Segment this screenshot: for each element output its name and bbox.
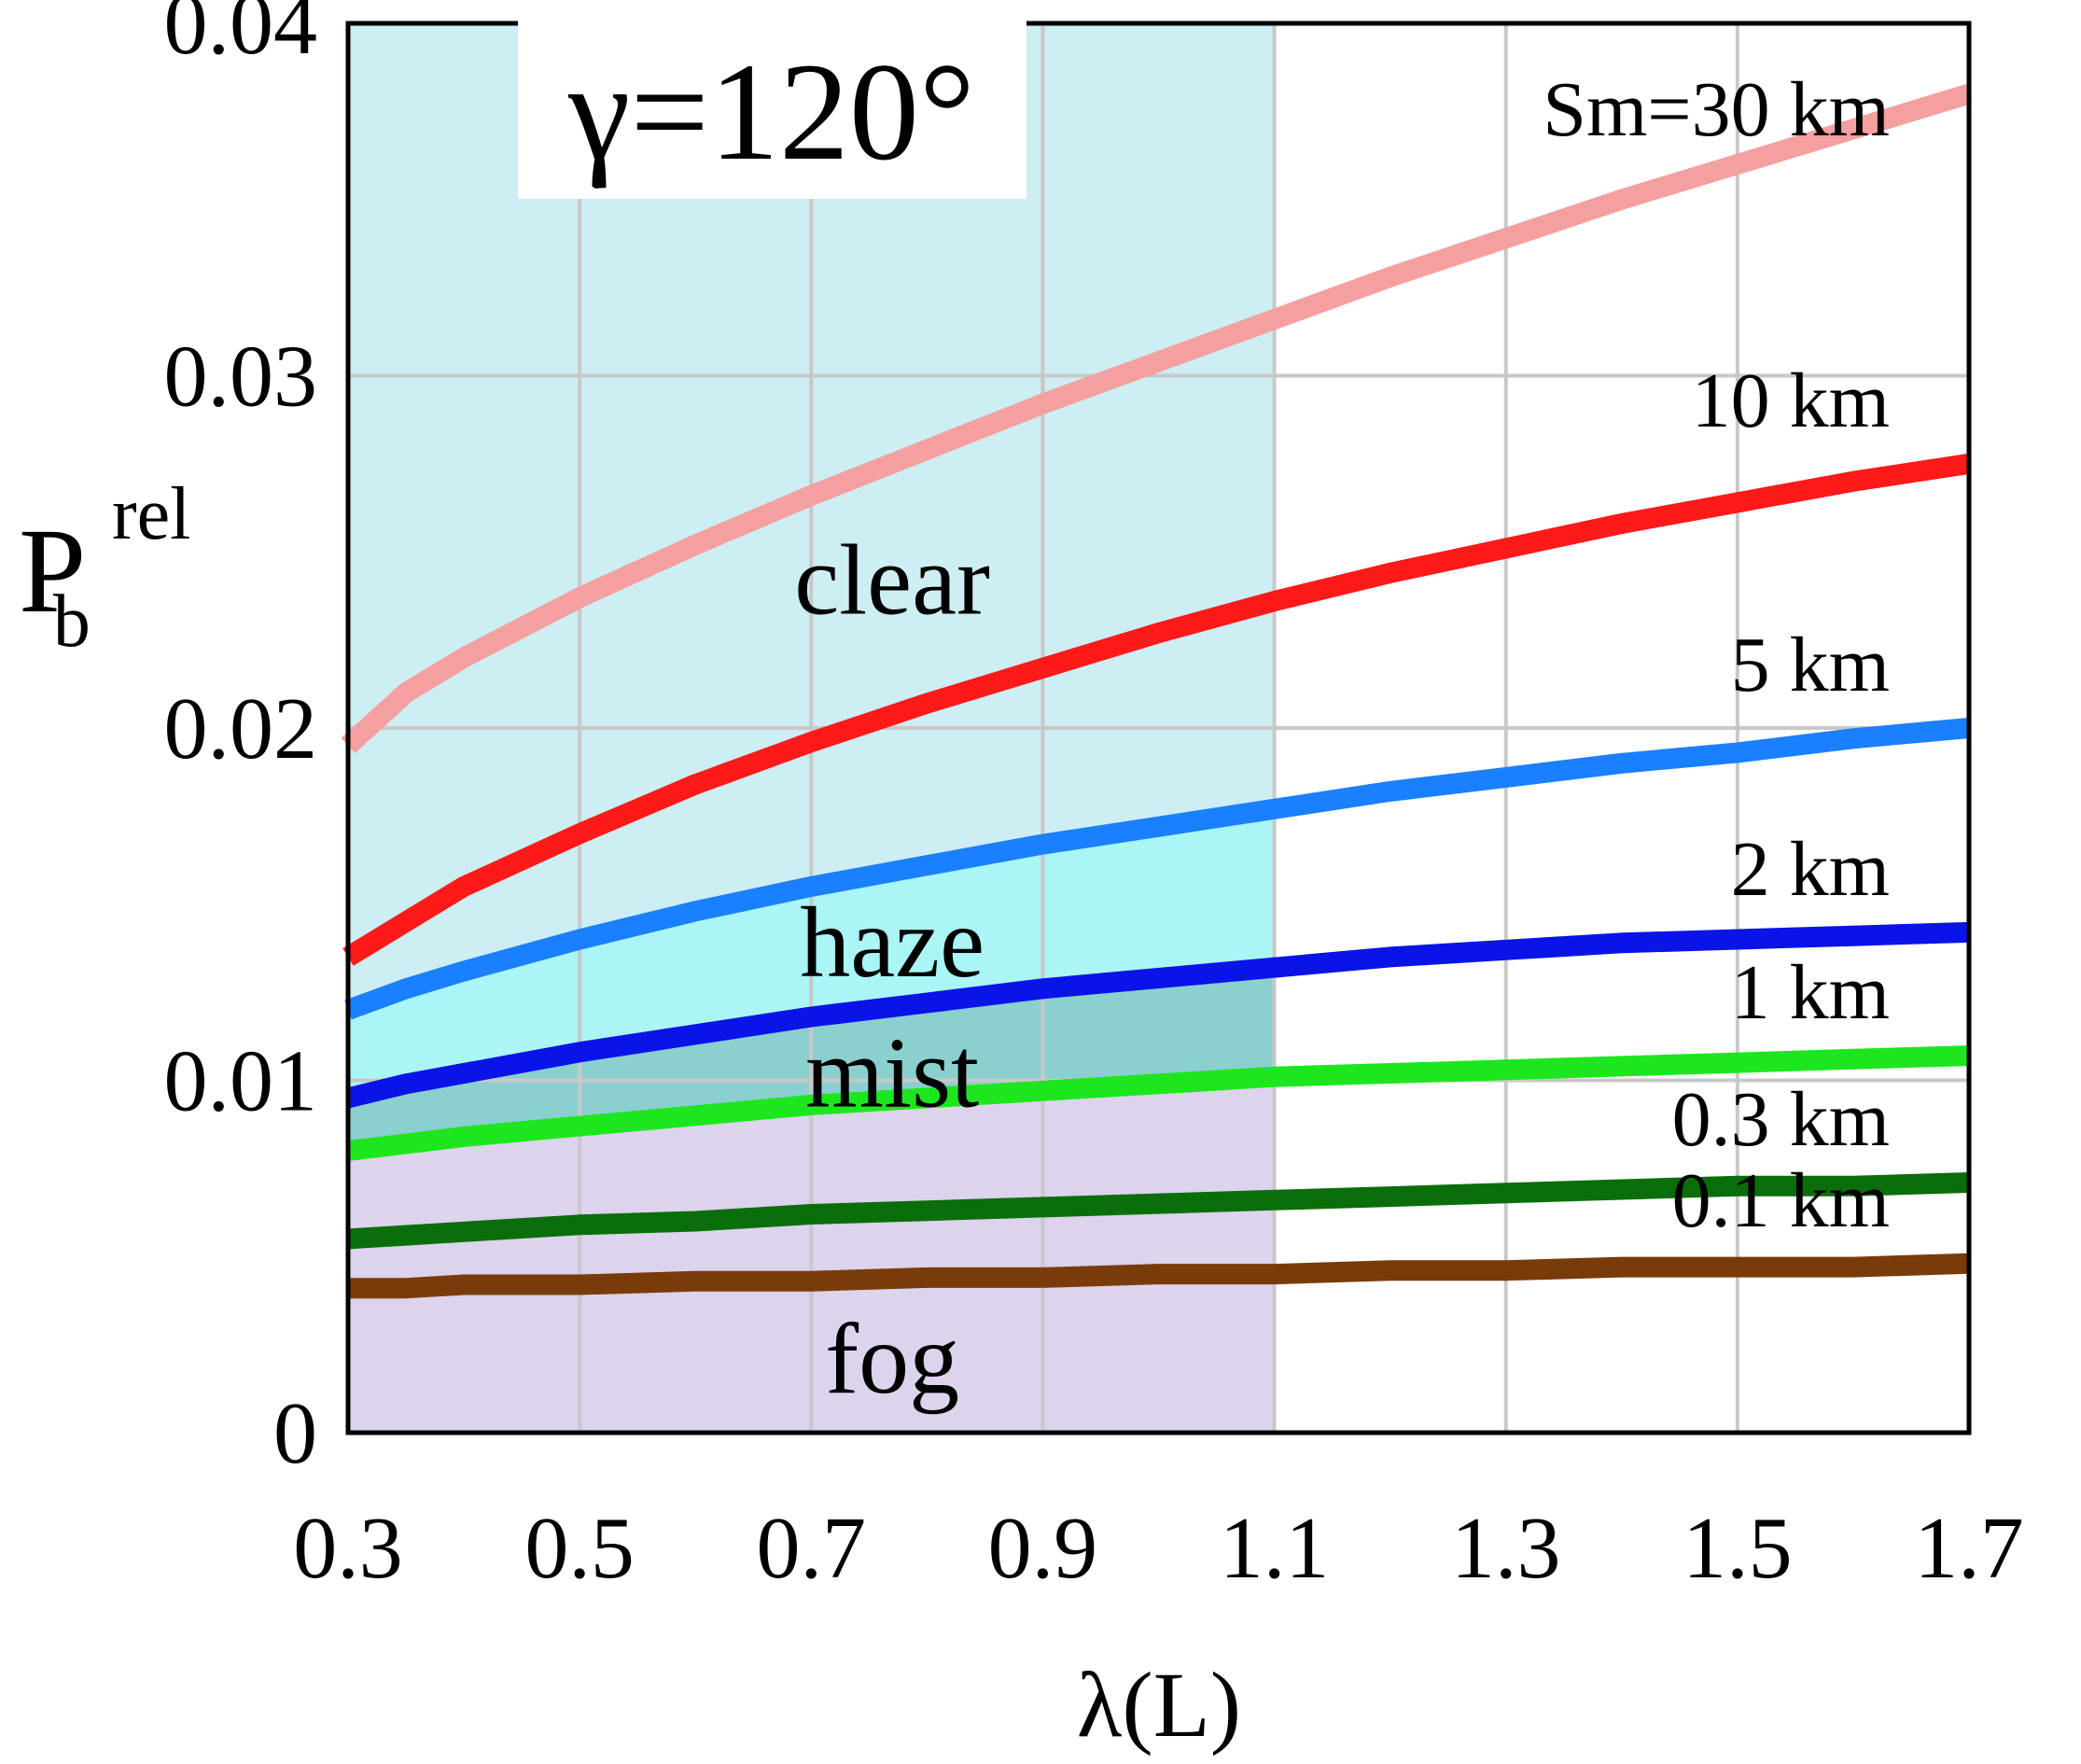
x-tick-label-5: 1.3 (1451, 1500, 1561, 1597)
y-axis-label-main: P (19, 504, 82, 638)
y-tick-label-0: 0 (273, 1385, 317, 1482)
y-tick-label-2: 0.02 (164, 680, 318, 777)
series-label-4: 1 km (1731, 949, 1890, 1036)
gamma-annotation-box (518, 17, 1027, 199)
x-tick-label-2: 0.7 (757, 1500, 867, 1597)
x-tick-label-4: 1.1 (1220, 1500, 1330, 1597)
series-line-5 (347, 1172, 1970, 1250)
series-line-6 (348, 1253, 1970, 1299)
x-tick-label-1: 0.5 (524, 1500, 635, 1597)
x-tick-label-3: 0.9 (988, 1500, 1098, 1597)
series-label-0: Sm=30 km (1543, 66, 1890, 153)
region-label-fog: fog (825, 1304, 959, 1415)
y-tick-label-1: 0.01 (164, 1033, 318, 1130)
gamma-annotation: γ=120° (567, 35, 975, 189)
tick-labels: 0.3 0.5 0.7 0.9 1.1 1.3 1.5 1.7 0 0.01 0.02 0.03 0.0… (164, 0, 2024, 1597)
plot-frame (345, 21, 1972, 1435)
series-label-3: 2 km (1731, 826, 1890, 913)
x-tick-label-6: 1.5 (1683, 1500, 1793, 1597)
series-label-5: 0.3 km (1672, 1076, 1890, 1163)
y-tick-label-4: 0.04 (164, 0, 318, 73)
y-tick-label-3: 0.03 (164, 329, 318, 426)
y-axis-label: P rel b (19, 431, 221, 663)
series-labels: Sm=30 km 10 km 5 km 2 km 1 km 0.3 km0.1 km (1543, 66, 1890, 1244)
series-line-2 (344, 718, 1970, 1020)
y-axis-label-sub: b (53, 581, 91, 663)
series-line-3 (345, 921, 1970, 1109)
region-label-mist: mist (805, 1017, 979, 1128)
x-tick-label-0: 0.3 (293, 1500, 403, 1597)
series-line-0 (341, 83, 1973, 754)
region-label-haze: haze (800, 888, 985, 999)
series-lines (341, 83, 1973, 1299)
series-label-6: 0.1 km (1672, 1157, 1890, 1244)
x-tick-label-7: 1.7 (1914, 1500, 2024, 1597)
y-axis-label-sup: rel (112, 473, 190, 555)
series-line-1 (342, 454, 1971, 966)
series-label-1: 10 km (1692, 357, 1890, 444)
region-label-clear: clear (794, 525, 990, 637)
x-axis-label: λ(L) (1077, 1653, 1241, 1757)
region-labels: clear haze mist fog (794, 525, 990, 1415)
series-line-4 (346, 1045, 1970, 1161)
series-label-2: 5 km (1731, 622, 1890, 708)
